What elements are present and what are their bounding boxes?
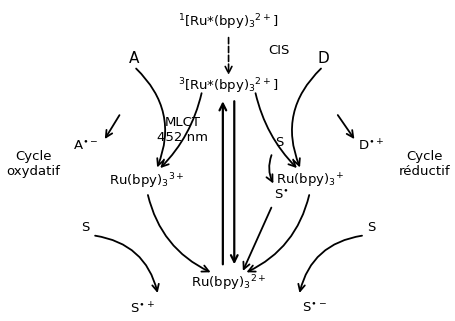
Text: $^{1}$[Ru*(bpy)$_3$$^{2+}$]: $^{1}$[Ru*(bpy)$_3$$^{2+}$] [178,12,278,32]
Text: S: S [366,221,375,234]
Text: Cycle
réductif: Cycle réductif [397,150,449,178]
Text: $^{3}$[Ru*(bpy)$_3$$^{2+}$]: $^{3}$[Ru*(bpy)$_3$$^{2+}$] [178,76,278,96]
Text: MLCT
452 nm: MLCT 452 nm [157,116,207,144]
Text: Ru(bpy)$_3$$^{+}$: Ru(bpy)$_3$$^{+}$ [275,172,343,190]
Text: A: A [129,51,139,66]
Text: Ru(bpy)$_3$$^{3+}$: Ru(bpy)$_3$$^{3+}$ [109,171,185,191]
Text: S: S [274,136,283,150]
Text: S: S [81,221,90,234]
Text: D: D [316,51,328,66]
Text: A$^{\bullet-}$: A$^{\bullet-}$ [73,140,98,153]
Text: S$^{\bullet}$: S$^{\bullet}$ [273,189,288,202]
Text: D$^{\bullet+}$: D$^{\bullet+}$ [357,139,384,154]
Text: S$^{\bullet-}$: S$^{\bullet-}$ [301,302,326,315]
Text: CIS: CIS [268,44,289,57]
Text: Ru(bpy)$_3$$^{2+}$: Ru(bpy)$_3$$^{2+}$ [190,273,266,293]
Text: S$^{\bullet+}$: S$^{\bullet+}$ [130,301,155,316]
Text: Cycle
oxydatif: Cycle oxydatif [6,150,60,178]
